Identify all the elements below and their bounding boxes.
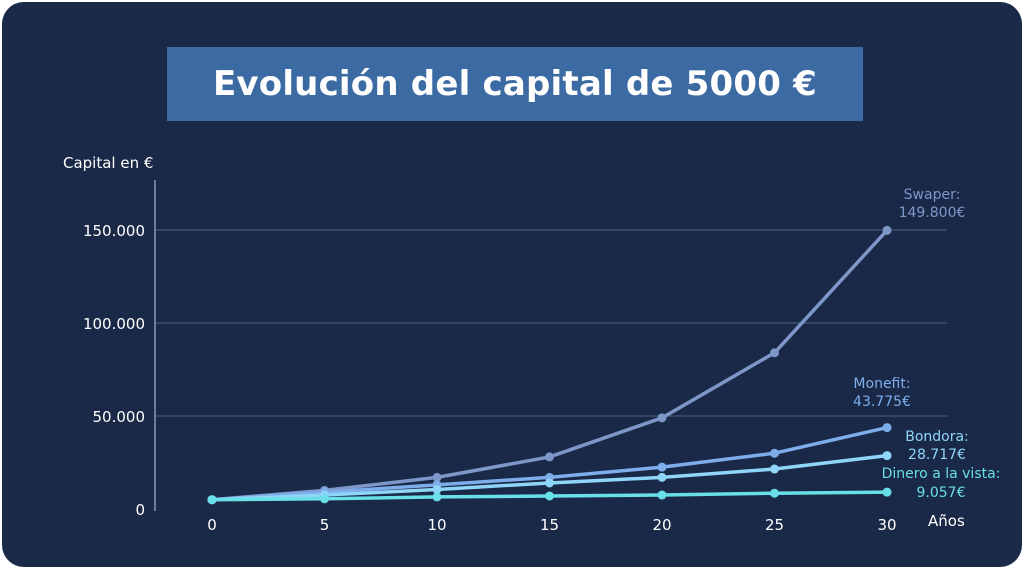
x-axis-label: Años [928,512,965,530]
y-tick-label: 0 [135,501,145,519]
x-tick-label: 15 [540,516,559,534]
data-point [770,348,779,358]
y-tick-label: 100.000 [83,315,145,333]
data-point [432,492,442,502]
y-tick-label: 150.000 [83,222,145,240]
data-point [320,494,329,504]
y-tick-label: 50.000 [93,408,146,426]
chart-title-box: Evolución del capital de 5000 € [167,47,863,121]
series-swaper [207,225,892,505]
data-point [545,491,554,501]
series-dinero-a-la-vista [207,487,892,505]
x-tick-labels: 0 5 10 15 20 25 30 [207,516,896,534]
series-end-label-value: 9.057€ [917,485,966,501]
data-point [770,464,779,474]
y-axis-label: Capital en € [63,154,153,172]
series-end-label-value: 43.775€ [853,394,911,410]
data-point [545,452,554,462]
data-point [207,495,217,505]
chart-title: Evolución del capital de 5000 € [212,64,818,104]
series-end-label-name: Monefit: [853,376,910,392]
series-end-label-name: Bondora: [905,429,969,445]
series-end-label-value: 149.800€ [899,205,966,221]
x-tick-label: 25 [765,516,784,534]
series-end-label-value: 28.717€ [908,447,966,463]
series-end-label-name: Dinero a la vista: [882,466,1001,482]
grid-lines [155,229,947,417]
x-tick-label: 0 [207,516,217,534]
data-point [770,448,779,458]
series-end-labels: Swaper: 149.800€ Monefit: 43.775€ Bondora: 28… [853,187,1000,501]
data-point [882,451,892,461]
data-point [882,423,892,433]
x-tick-label: 5 [320,516,330,534]
x-tick-label: 30 [877,516,896,534]
data-point [882,487,892,497]
series-line [210,425,889,502]
data-point [432,484,442,494]
series-layer [207,225,892,505]
x-tick-label: 10 [427,516,446,534]
y-tick-labels: 0 50.000 100.000 150.000 [83,222,145,519]
series-end-label-name: Swaper: [904,187,961,203]
x-tick-label: 20 [652,516,671,534]
data-point [882,225,892,235]
data-point [657,462,667,472]
data-point [545,478,554,488]
data-point [657,490,667,500]
data-point [432,472,442,482]
data-point [657,413,667,423]
data-point [657,472,667,482]
data-point [770,488,779,498]
